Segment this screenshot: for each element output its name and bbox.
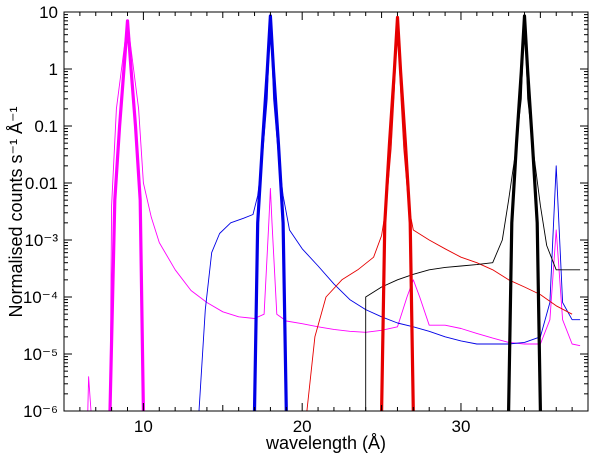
series-line-1	[87, 20, 581, 412]
y-tick-label: 10	[39, 3, 58, 22]
x-tick-label: 10	[134, 417, 153, 436]
x-axis-ticks: 10 20 30	[63, 12, 589, 436]
x-tick-label: 30	[452, 417, 471, 436]
series-line-6	[252, 14, 288, 412]
series-line-5	[108, 19, 145, 412]
x-axis-title: wavelength (Å)	[265, 433, 386, 453]
series-line-2	[198, 15, 581, 412]
y-axis-title: Normalised counts s⁻¹ Å⁻¹	[6, 106, 26, 317]
series-line-4	[365, 15, 581, 411]
y-tick-label: 10⁻⁶	[23, 402, 58, 421]
y-tick-label: 1	[49, 60, 58, 79]
y-tick-label: 0.01	[25, 174, 58, 193]
y-axis-ticks: 10⁻⁶ 10⁻⁵ 10⁻⁴ 10⁻³ 0.01 0.1 1 10	[23, 3, 588, 421]
y-tick-label: 0.1	[34, 117, 58, 136]
plot-frame	[63, 11, 589, 412]
y-tick-label: 10⁻⁴	[23, 288, 58, 307]
y-tick-label: 10⁻⁵	[23, 345, 58, 364]
series-line-8	[507, 14, 542, 412]
y-tick-label: 10⁻³	[24, 231, 58, 250]
series-layer	[87, 14, 581, 412]
series-line-7	[380, 15, 415, 412]
x-tick-label: 20	[293, 417, 312, 436]
series-line-3	[306, 17, 573, 412]
